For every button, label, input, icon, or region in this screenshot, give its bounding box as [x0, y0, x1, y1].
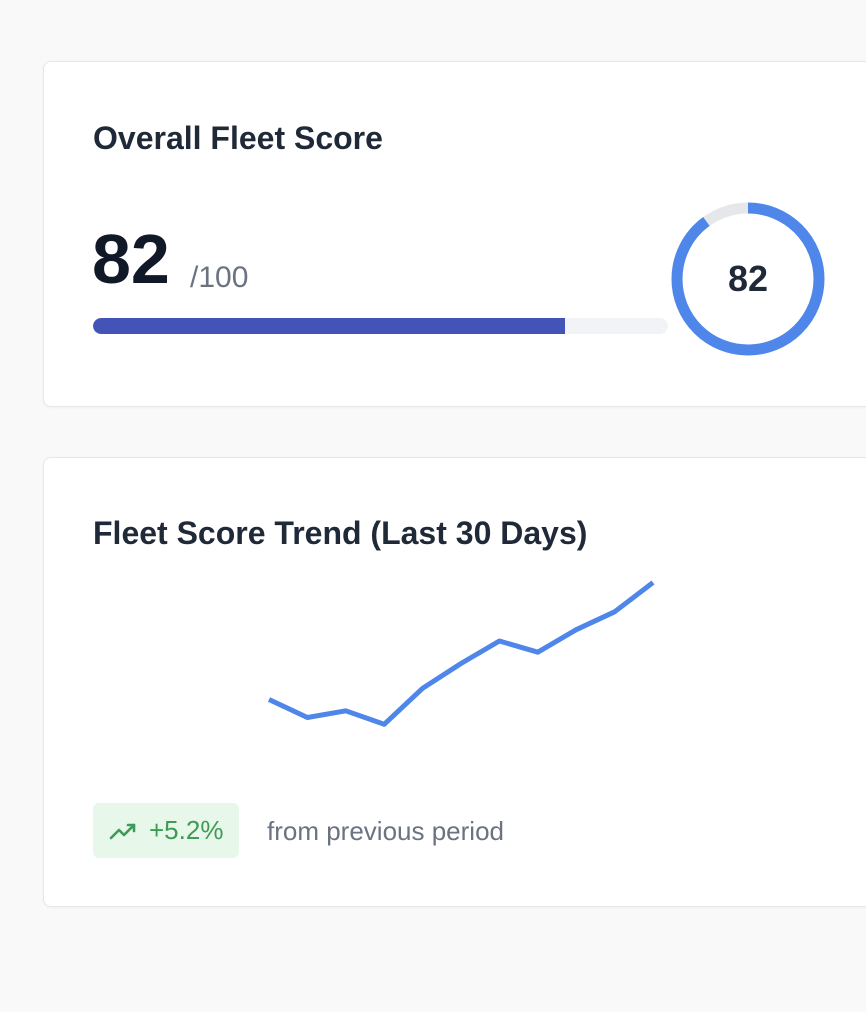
score-progress-bar	[93, 318, 668, 334]
score-ring-graphic	[671, 202, 825, 356]
score-max-label: /100	[190, 261, 249, 294]
change-value: +5.2%	[149, 815, 224, 845]
score-ring-value: 82	[727, 258, 769, 299]
card-title: Overall Fleet Score	[93, 120, 383, 156]
score-trend-card: Fleet Score Trend (Last 30 Days) +5.2% f…	[43, 457, 866, 907]
card-title: Fleet Score Trend (Last 30 Days)	[93, 515, 588, 551]
change-badge: +5.2%	[93, 803, 240, 858]
score-ring-arc	[671, 202, 825, 356]
score-ring: 82	[670, 201, 826, 357]
change-caption: from previous period	[267, 816, 504, 846]
trend-series-line	[267, 580, 655, 727]
overall-score-card: Overall Fleet Score 82 /100 82	[43, 61, 866, 407]
trending-up-icon	[109, 823, 136, 839]
trend-line-chart	[267, 580, 655, 727]
score-value: 82	[92, 220, 170, 298]
score-progress-fill	[93, 318, 565, 334]
